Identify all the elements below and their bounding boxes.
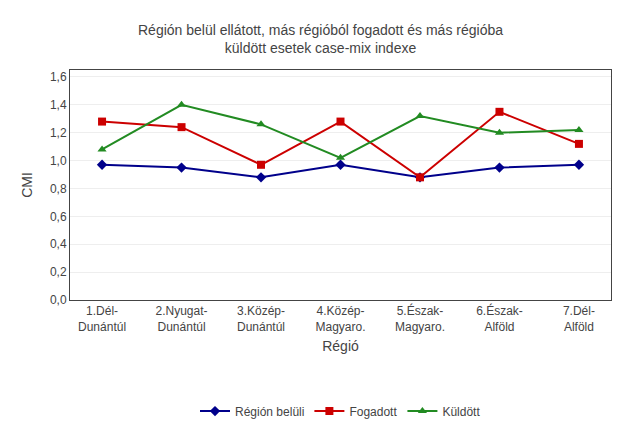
svg-text:0,8: 0,8 [50,182,67,196]
svg-text:Régió: Régió [322,338,359,354]
svg-text:CMI: CMI [19,172,35,198]
svg-text:Régión belüli: Régión belüli [235,405,304,419]
svg-text:0,6: 0,6 [50,210,67,224]
svg-text:1,4: 1,4 [50,98,67,112]
svg-text:7.Dél-Alföld: 7.Dél-Alföld [563,304,595,334]
svg-text:3.Közép-Dunántúl: 3.Közép-Dunántúl [237,304,285,334]
svg-text:0,0: 0,0 [50,293,67,307]
svg-text:0,2: 0,2 [50,265,67,279]
svg-text:1,0: 1,0 [50,154,67,168]
svg-text:1.Dél-Dunántúl: 1.Dél-Dunántúl [78,304,126,334]
svg-text:4.Közép-Magyaro.: 4.Közép-Magyaro. [315,304,365,334]
svg-text:1,2: 1,2 [50,126,67,140]
svg-text:6.Észak-Alföld: 6.Észak-Alföld [476,303,523,334]
svg-text:Régión belül ellátott, más rég: Régión belül ellátott, más régióból foga… [138,22,503,56]
svg-text:1,6: 1,6 [50,70,67,84]
svg-text:5.Észak-Magyaro.: 5.Észak-Magyaro. [395,303,445,334]
svg-text:0,4: 0,4 [50,237,67,251]
svg-text:2.Nyugat-Dunántúl: 2.Nyugat-Dunántúl [156,304,208,334]
svg-text:Küldött: Küldött [442,405,480,419]
svg-text:Fogadott: Fogadott [349,405,397,419]
